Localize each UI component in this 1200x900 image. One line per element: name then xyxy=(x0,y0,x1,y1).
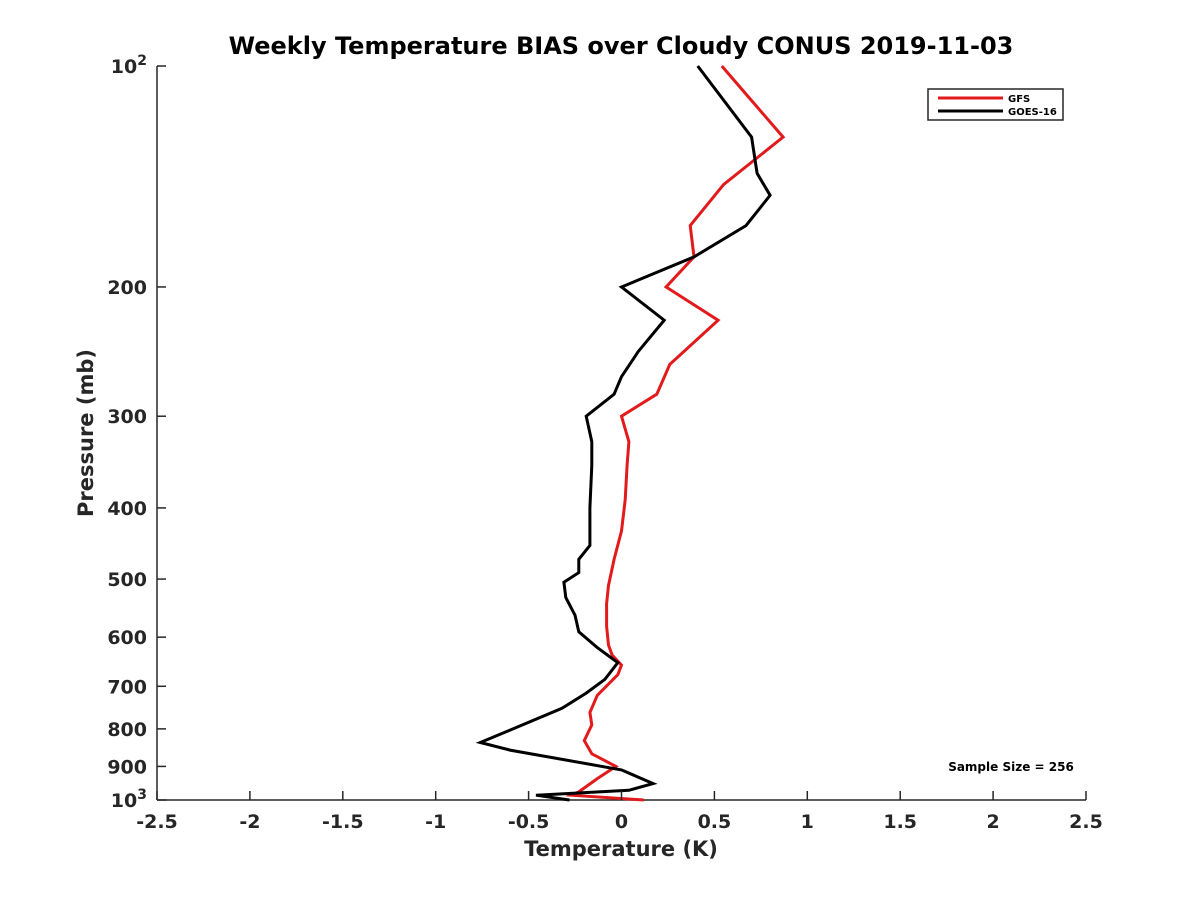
x-tick-label: 2.5 xyxy=(1069,811,1103,833)
y-tick-label: 500 xyxy=(107,569,147,591)
sample-size-annotation: Sample Size = 256 xyxy=(948,760,1074,774)
y-tick-label: 103 xyxy=(111,787,147,812)
chart-title: Weekly Temperature BIAS over Cloudy CONU… xyxy=(229,32,1014,60)
x-tick-label: 1.5 xyxy=(883,811,917,833)
x-tick-label: -1.5 xyxy=(322,811,364,833)
ticks-layer: -2.5 -2 -1.5 -1 -0.5 0 0.5 1 1.5 2 2.5 102 200 300 400… xyxy=(107,53,1103,833)
y-tick-label: 400 xyxy=(107,498,147,520)
series-line-goes-16 xyxy=(475,65,772,802)
x-tick-label: -1 xyxy=(425,811,446,833)
legend-label: GFS xyxy=(1008,94,1030,105)
x-tick-label: -2.5 xyxy=(136,811,178,833)
y-tick-label: 900 xyxy=(107,756,147,778)
y-axis-label: Pressure (mb) xyxy=(74,349,98,517)
y-tick-label: 200 xyxy=(107,277,147,299)
x-tick-label: -2 xyxy=(239,811,260,833)
x-tick-label: 2 xyxy=(986,811,999,833)
legend-label: GOES-16 xyxy=(1008,107,1057,118)
y-tick-label: 700 xyxy=(107,676,147,698)
axes xyxy=(156,66,1086,801)
series-layer xyxy=(475,65,786,802)
x-axis-label: Temperature (K) xyxy=(524,837,718,861)
x-tick-label: 0 xyxy=(615,811,628,833)
series-line-gfs xyxy=(565,65,786,802)
x-tick-label: 1 xyxy=(801,811,814,833)
x-tick-label: 0.5 xyxy=(698,811,732,833)
y-tick-label: 102 xyxy=(111,53,147,78)
legend-box xyxy=(927,88,1064,121)
y-tick-label: 300 xyxy=(107,406,147,428)
x-tick-label: -0.5 xyxy=(508,811,550,833)
y-tick-label: 600 xyxy=(107,627,147,649)
legend: GFS GOES-16 xyxy=(927,88,1064,121)
y-tick-label: 800 xyxy=(107,719,147,741)
